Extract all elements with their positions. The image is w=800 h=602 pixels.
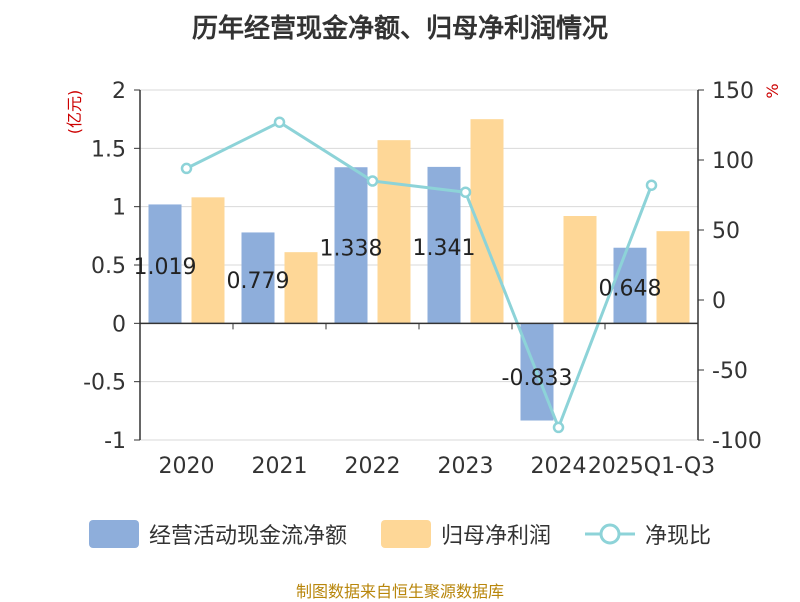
legend-item-cashflow[interactable]: 经营活动现金流净额 [88, 518, 347, 550]
right-tick-label: 150 [712, 79, 754, 104]
legend-swatch-cashflow [88, 520, 139, 548]
left-tick-label: 1 [112, 196, 126, 221]
left-tick-label: 0.5 [91, 254, 126, 279]
x-tick-label: 2020 [159, 454, 215, 479]
bar-cashflow [241, 232, 275, 324]
bar-cashflow [148, 204, 182, 324]
bar-cashflow [334, 167, 368, 324]
source-note: 制图数据来自恒生聚源数据库 [295, 582, 504, 601]
ratio-point [645, 179, 658, 191]
right-tick-label: -50 [712, 359, 748, 384]
legend-swatch-profit [380, 520, 431, 548]
bar-profit [284, 252, 318, 324]
legend-item-ratio[interactable]: 净现比 [585, 518, 711, 550]
bars [148, 119, 690, 421]
right-tick-label: -100 [712, 429, 762, 454]
bar-profit [191, 197, 225, 324]
right-tick-label: 50 [712, 219, 740, 244]
left-tick-label: 2 [112, 79, 126, 104]
data-labels: 1.019 0.779 1.338 1.341 -0.833 0.648 [134, 236, 662, 391]
ratio-point [459, 186, 472, 198]
legend-label-ratio: 净现比 [645, 524, 712, 549]
chart-title: 历年经营现金净额、归母净利润情况 [191, 14, 608, 44]
right-tick-label: 0 [712, 289, 726, 314]
legend: 经营活动现金流净额 归母净利润 净现比 [0, 518, 800, 550]
data-label-cashflow: 1.338 [320, 236, 383, 261]
x-tick-label: 2021 [252, 454, 308, 479]
legend-label-profit: 归母净利润 [440, 524, 551, 549]
legend-item-profit[interactable]: 归母净利润 [380, 518, 551, 550]
left-axis-unit: (亿元) [65, 90, 84, 135]
x-tick-label: 2024 [531, 454, 587, 479]
legend-label-cashflow: 经营活动现金流净额 [148, 524, 347, 549]
ratio-point [180, 162, 193, 175]
data-label-cashflow: 1.019 [134, 255, 197, 280]
ratio-point [552, 421, 565, 434]
bar-cashflow [613, 247, 647, 324]
ratio-point [366, 175, 379, 187]
data-label-cashflow: 0.779 [227, 269, 290, 294]
left-tick-label: -1 [104, 429, 126, 454]
ratio-polyline [185, 120, 653, 432]
right-tick-label: 100 [712, 149, 754, 174]
bar-profit [563, 216, 597, 324]
left-tick-label: -0.5 [83, 371, 126, 396]
right-axis-unit: % [763, 83, 782, 98]
x-tick-label: 2023 [438, 454, 494, 479]
data-label-cashflow: 1.341 [413, 236, 476, 261]
x-tick-label: 2025Q1-Q3 [588, 454, 715, 479]
ratio-point [273, 116, 286, 128]
ratio-line [180, 116, 658, 434]
bar-cashflow [427, 166, 461, 324]
data-label-cashflow: 0.648 [599, 277, 662, 302]
legend-line-marker-icon [585, 523, 635, 545]
left-tick-label: 1.5 [91, 137, 126, 162]
bar-profit [656, 231, 690, 324]
axes: -1 -0.5 0 0.5 1 1.5 2 -100 -50 0 50 100 150 (亿元) % 2020… [65, 79, 782, 479]
bar-profit [377, 140, 411, 324]
data-label-cashflow: -0.833 [502, 366, 573, 391]
x-tick-label: 2022 [345, 454, 401, 479]
left-tick-label: 0 [112, 312, 126, 337]
